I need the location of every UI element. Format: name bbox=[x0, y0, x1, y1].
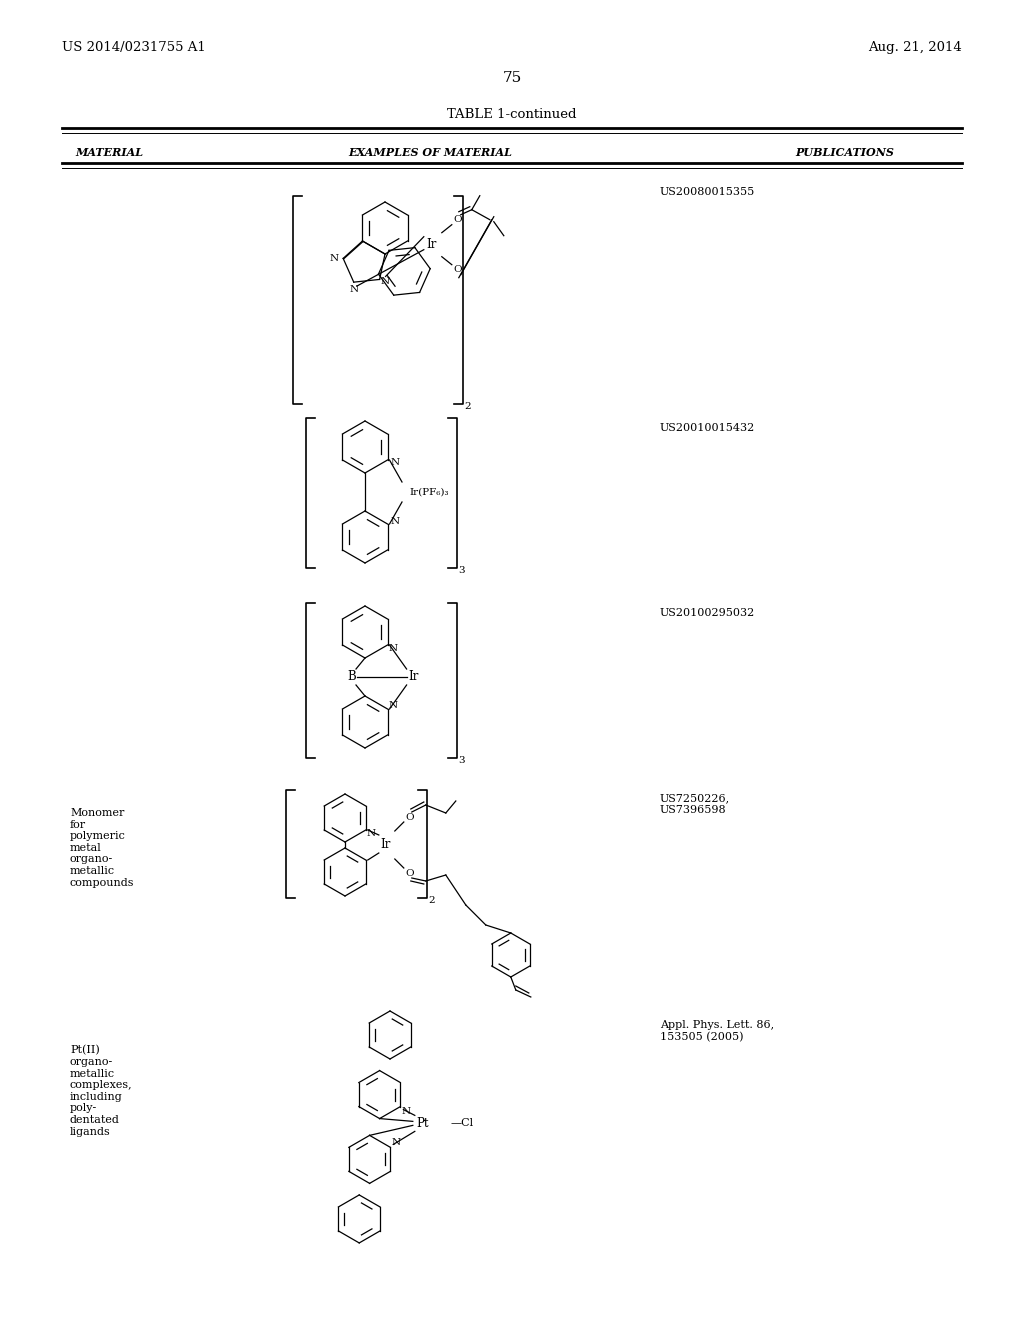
Text: Ir: Ir bbox=[381, 838, 391, 851]
Text: Ir: Ir bbox=[427, 238, 437, 251]
Text: Appl. Phys. Lett. 86,
153505 (2005): Appl. Phys. Lett. 86, 153505 (2005) bbox=[660, 1020, 774, 1041]
Text: B: B bbox=[347, 671, 356, 684]
Text: TABLE 1-continued: TABLE 1-continued bbox=[447, 108, 577, 121]
Text: N: N bbox=[390, 517, 399, 525]
Text: Pt: Pt bbox=[417, 1117, 429, 1130]
Text: N: N bbox=[367, 829, 376, 838]
Text: N: N bbox=[381, 277, 390, 286]
Text: US20080015355: US20080015355 bbox=[660, 187, 756, 197]
Text: US20010015432: US20010015432 bbox=[660, 422, 756, 433]
Text: O: O bbox=[406, 869, 415, 878]
Text: 3: 3 bbox=[458, 566, 465, 576]
Text: US 2014/0231755 A1: US 2014/0231755 A1 bbox=[62, 41, 206, 54]
Text: N: N bbox=[390, 458, 399, 467]
Text: Pt(II)
organo-
metallic
complexes,
including
poly-
dentated
ligands: Pt(II) organo- metallic complexes, inclu… bbox=[70, 1045, 133, 1137]
Text: —Cl: —Cl bbox=[451, 1118, 474, 1129]
Text: Ir(PF₆)₃: Ir(PF₆)₃ bbox=[409, 487, 449, 496]
Text: O: O bbox=[454, 265, 463, 275]
Text: O: O bbox=[454, 215, 463, 224]
Text: MATERIAL: MATERIAL bbox=[75, 147, 143, 157]
Text: N: N bbox=[329, 253, 338, 263]
Text: N: N bbox=[349, 285, 358, 294]
Text: Ir: Ir bbox=[409, 671, 419, 684]
Text: Aug. 21, 2014: Aug. 21, 2014 bbox=[868, 41, 962, 54]
Text: US20100295032: US20100295032 bbox=[660, 609, 756, 618]
Text: 2: 2 bbox=[428, 896, 434, 906]
Text: O: O bbox=[406, 813, 415, 821]
Text: 2: 2 bbox=[464, 403, 471, 411]
Text: 3: 3 bbox=[458, 756, 465, 766]
Text: N: N bbox=[388, 701, 397, 710]
Text: US7250226,
US7396598: US7250226, US7396598 bbox=[660, 793, 730, 814]
Text: N: N bbox=[391, 1138, 400, 1147]
Text: Monomer
for
polymeric
metal
organo-
metallic
compounds: Monomer for polymeric metal organo- meta… bbox=[70, 808, 134, 887]
Text: N: N bbox=[401, 1106, 411, 1115]
Text: 75: 75 bbox=[503, 71, 521, 84]
Text: PUBLICATIONS: PUBLICATIONS bbox=[796, 147, 894, 157]
Text: N: N bbox=[388, 644, 397, 653]
Text: EXAMPLES OF MATERIAL: EXAMPLES OF MATERIAL bbox=[348, 147, 512, 157]
